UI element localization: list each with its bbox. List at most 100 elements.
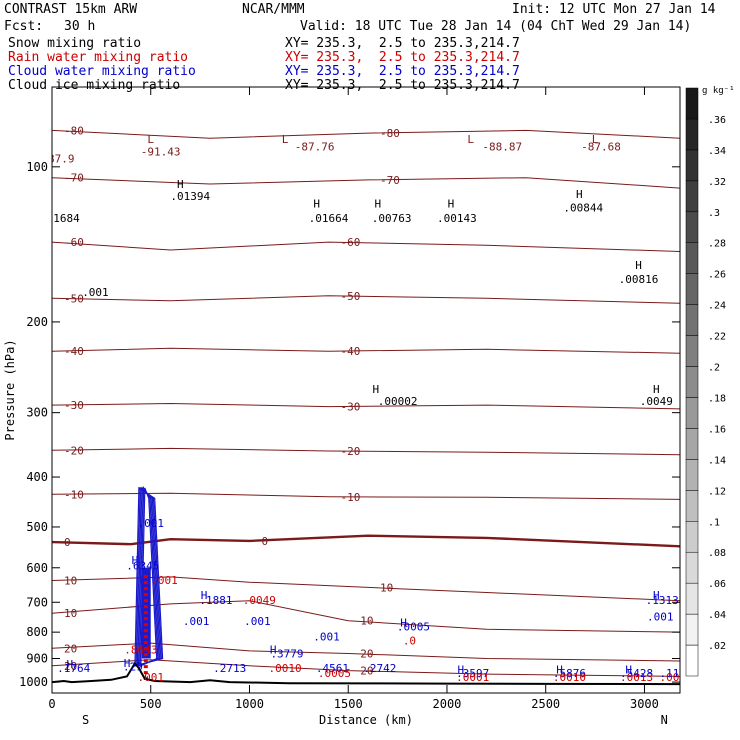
x-tick-label: 1500: [334, 697, 363, 711]
field-value-label: -88.87: [482, 141, 522, 154]
isotherm-label: -60: [64, 236, 84, 249]
colorbar-tick-label: .02: [708, 641, 726, 652]
isotherm-label: 0: [64, 536, 71, 549]
field-value-label: .001: [151, 574, 178, 587]
isotherm-line: [52, 576, 680, 602]
plot-area: -80 -80 -70 -70 -60 -60 -50 -50 -40 -40 -30 -30 -20 -…: [40, 124, 680, 686]
field-xy-cloudice: XY= 235.3, 2.5 to 235.3,214.7: [285, 78, 520, 93]
field-value-label: .00002: [378, 395, 418, 408]
low-marker: L: [282, 133, 289, 146]
plot-frame: [51, 86, 681, 694]
colorbar-tick-label: .12: [708, 486, 726, 497]
field-value-label: .001: [82, 286, 109, 299]
high-marker: H: [373, 383, 380, 396]
field-name-cloudwater: Cloud water mixing ratio: [8, 64, 196, 79]
x-tick-label: 0: [48, 697, 55, 711]
high-marker: H: [132, 554, 139, 567]
isotherm-line: [52, 447, 680, 456]
field-value-label: .0001: [456, 671, 489, 684]
colorbar-tick-label: .08: [708, 548, 726, 559]
high-marker: H: [201, 589, 208, 602]
isotherm-line: [52, 659, 680, 677]
high-marker: H: [270, 643, 277, 656]
high-marker: H: [448, 198, 455, 211]
x-axis-label: Distance (km): [319, 713, 413, 727]
field-value-label: .0049: [640, 395, 673, 408]
field-value-label: .001: [313, 630, 340, 643]
field-value-label: .001: [137, 671, 164, 684]
isotherm-label: 10: [360, 615, 373, 628]
colorbar-swatch: [685, 335, 699, 367]
colorbar-tick-label: .2: [708, 363, 720, 374]
x-tick-label: 2500: [531, 697, 560, 711]
colorbar-tick-label: .34: [708, 146, 726, 157]
isotherm-label: -70: [380, 174, 400, 187]
field-value-label: .0005: [397, 621, 430, 634]
colorbar-swatch: [685, 397, 699, 429]
colorbar-tick-label: .06: [708, 579, 726, 590]
isotherm-line: [52, 534, 680, 548]
y-tick-label: 1000: [19, 675, 48, 689]
colorbar-swatch: [685, 180, 699, 213]
isotherm-label: 20: [64, 642, 77, 655]
field-value-label: .00763: [372, 212, 412, 225]
colorbar-tick-label: .18: [708, 393, 726, 404]
y-axis-label: Pressure (hPa): [3, 339, 17, 440]
direction-north: N: [661, 713, 668, 727]
colorbar-tick-label: .32: [708, 177, 726, 188]
field-value-label: .1881: [199, 594, 232, 607]
high-marker: H: [400, 616, 407, 629]
low-marker: L: [467, 133, 474, 146]
colorbar-swatch: [685, 87, 699, 120]
field-value-label: .2713: [213, 662, 246, 675]
field-value-label: .0010: [268, 662, 301, 675]
isotherm-line: [52, 295, 680, 304]
isotherm-label: -50: [64, 292, 84, 305]
direction-south: S: [82, 713, 89, 727]
isotherm-label: -80: [64, 124, 84, 137]
high-marker: H: [653, 383, 660, 396]
colorbar-swatch: [685, 304, 699, 336]
isotherm-label: -20: [64, 444, 84, 457]
field-value-label: -87.76: [295, 141, 335, 154]
field-value-label: .0010: [553, 671, 586, 684]
field-value-label: .001: [183, 615, 210, 628]
field-name-cloudice: Cloud ice mixing ratio: [8, 78, 181, 93]
x-tick-label: 1000: [235, 697, 264, 711]
isotherm-label: -70: [64, 172, 84, 185]
field-value-label: .8643: [124, 643, 157, 656]
high-marker: H: [625, 664, 632, 677]
high-marker: H: [635, 259, 642, 272]
field-value-label: -87.9: [41, 152, 74, 165]
terrain-line: [52, 661, 680, 686]
y-tick-label: 900: [26, 652, 48, 666]
y-tick-label: 700: [26, 595, 48, 609]
isotherm-label: -20: [340, 445, 360, 458]
field-value-label: .0013: [620, 671, 653, 684]
field-value-label: .1764: [57, 662, 90, 675]
isotherm-label: 20: [360, 647, 373, 660]
high-marker: H: [576, 188, 583, 201]
colorbar-swatch: [685, 490, 699, 522]
high-marker: H: [556, 664, 563, 677]
isotherm-line: [52, 347, 680, 354]
field-value-label: .01684: [40, 212, 80, 225]
isotherm-line: [52, 492, 680, 500]
colorbar-tick-label: .24: [708, 301, 726, 312]
isotherm-label: 20: [64, 660, 77, 673]
colorbar-swatch: [685, 521, 699, 553]
low-marker: L: [147, 133, 154, 146]
cloud-water-contour: [140, 487, 158, 667]
isotherm-label: 10: [380, 581, 393, 594]
field-value-label: .00816: [619, 273, 659, 286]
colorbar-swatch: [685, 613, 699, 646]
field-value-label: .001: [647, 611, 674, 624]
colorbar-swatch: [685, 242, 699, 274]
colorbar-tick-label: .22: [708, 332, 726, 343]
field-value-label: .01664: [309, 212, 349, 225]
y-tick-label: 800: [26, 625, 48, 639]
x-tick-label: 3000: [630, 697, 659, 711]
isotherm-label: -30: [64, 399, 84, 412]
isotherm-label: -80: [380, 127, 400, 140]
y-tick-label: 400: [26, 470, 48, 484]
